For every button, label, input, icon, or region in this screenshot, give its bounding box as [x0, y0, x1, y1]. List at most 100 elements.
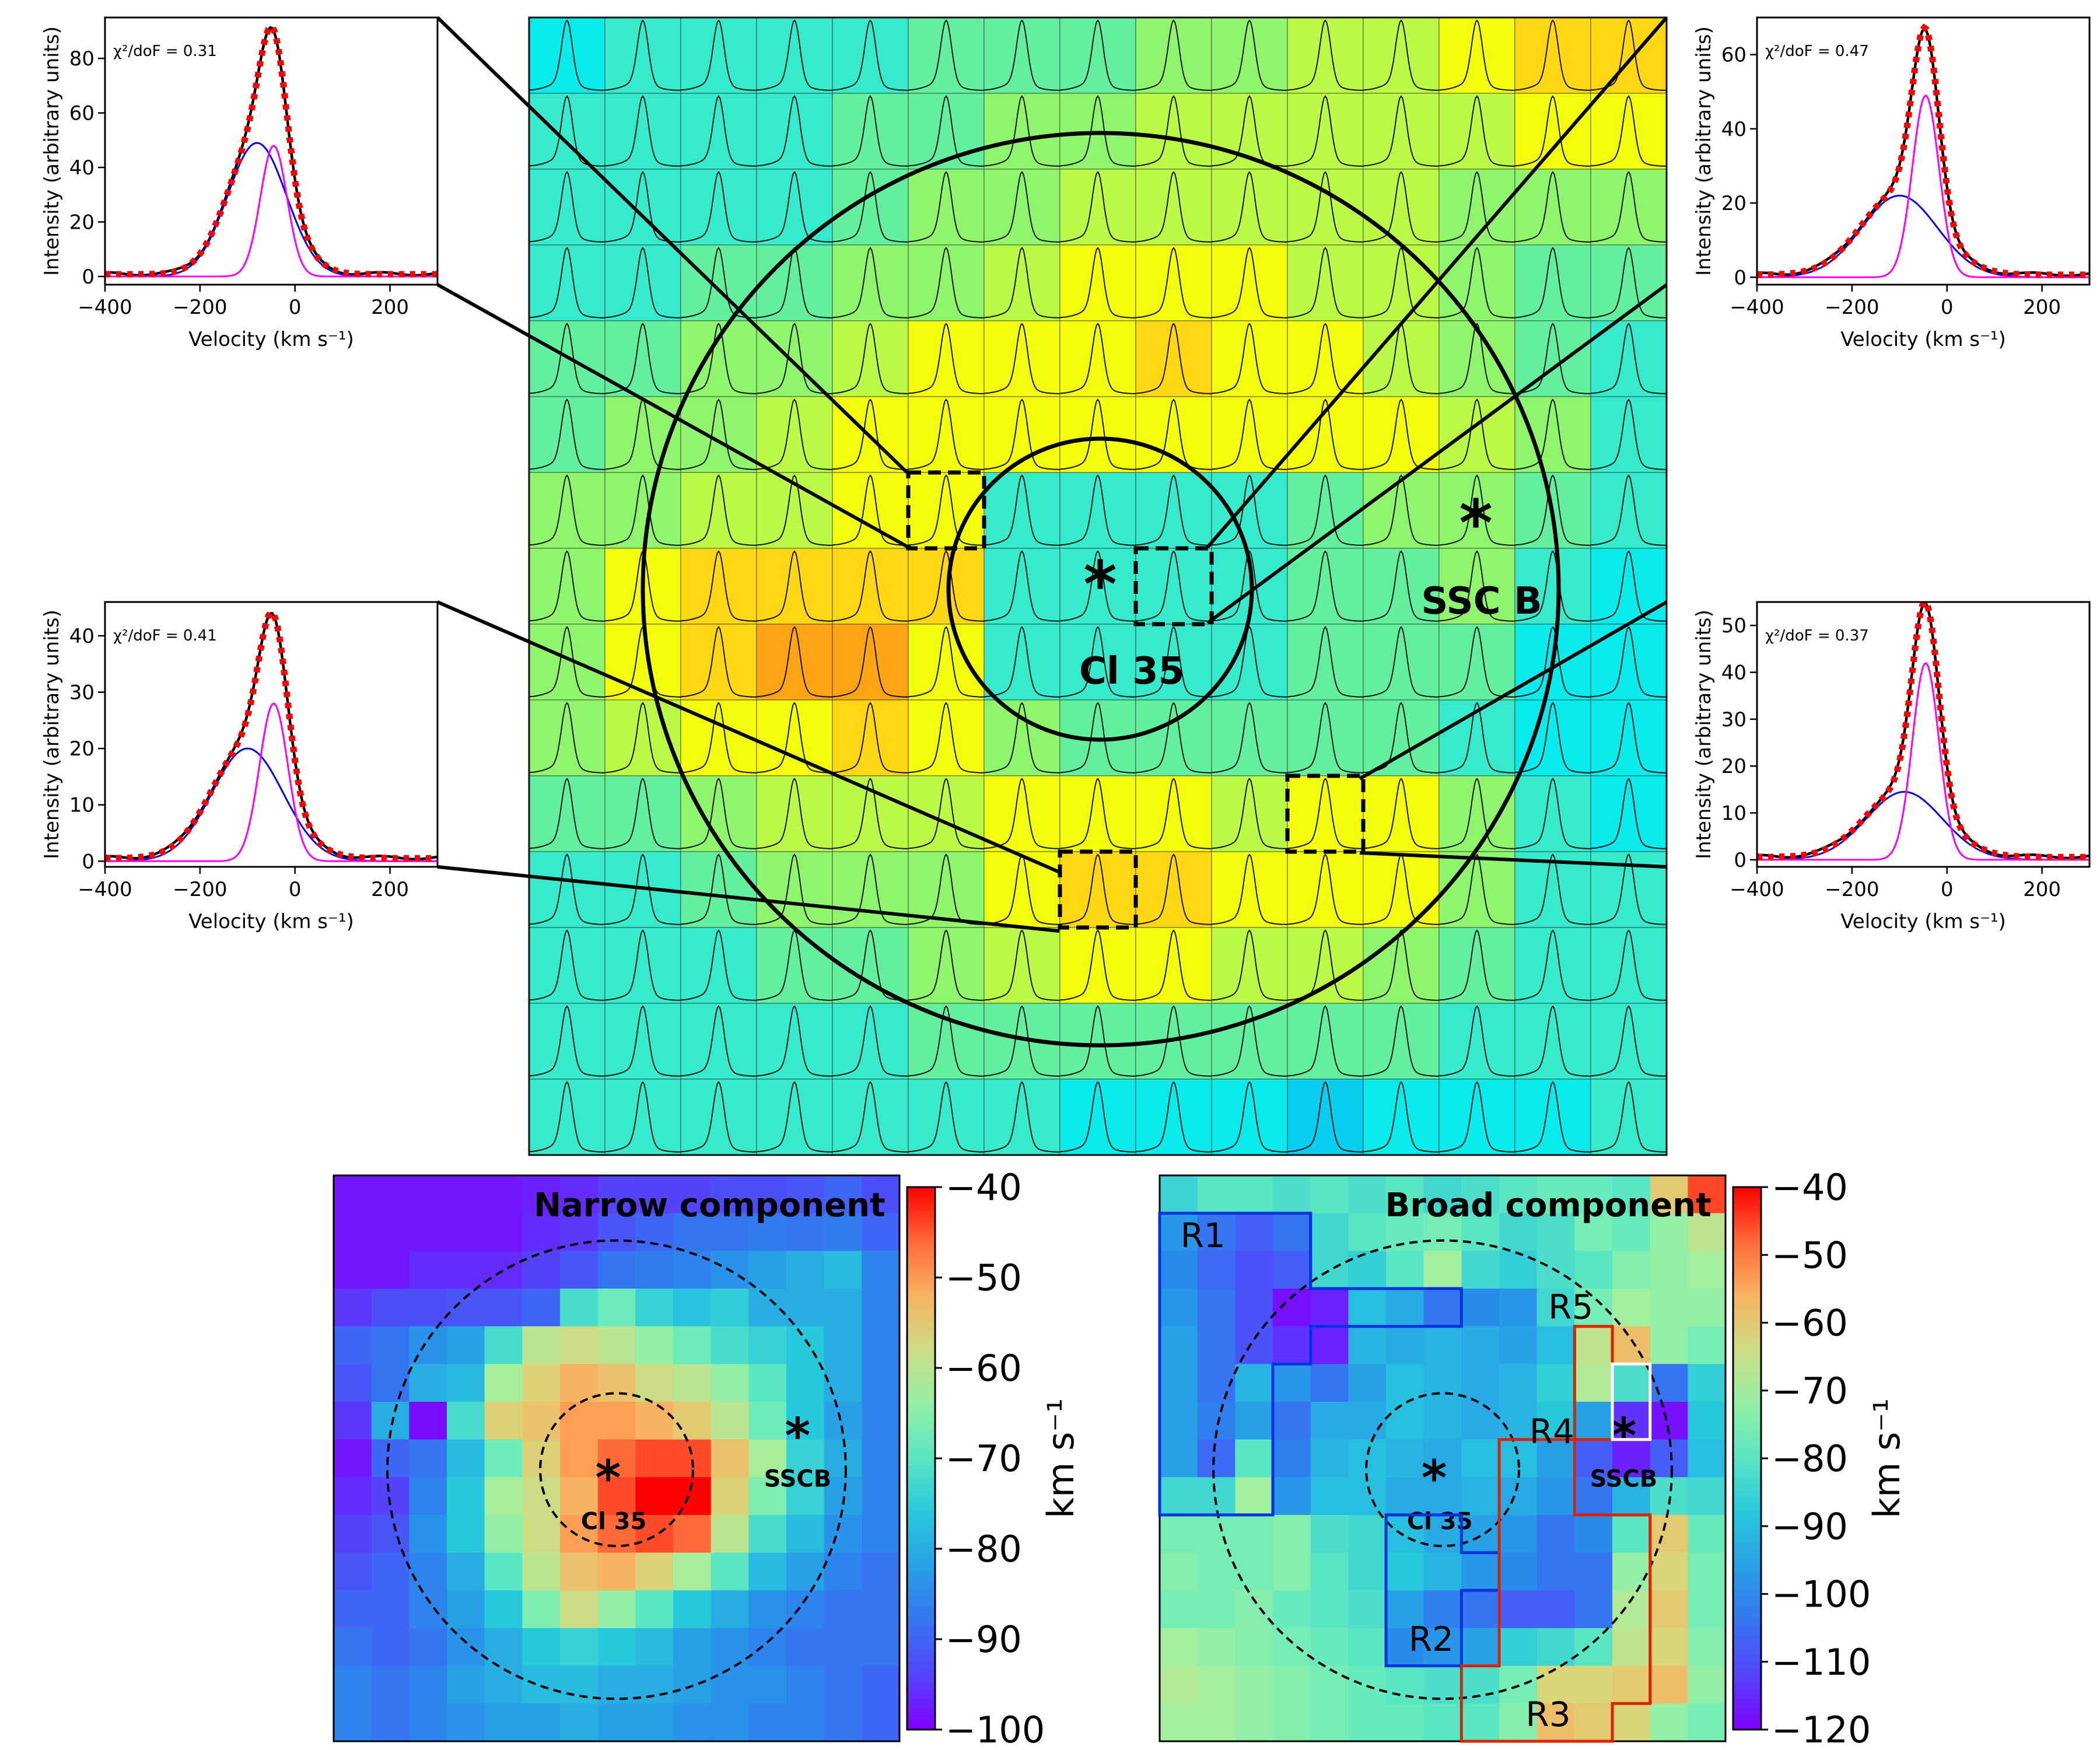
spaxel-spectrum — [1211, 247, 1288, 318]
y-axis-label: Intensity (arbitrary units) — [40, 26, 64, 276]
spaxel-spectrum — [1438, 323, 1516, 394]
region-r3-outline — [1460, 1438, 1652, 1743]
spaxel-spectrum — [1438, 19, 1516, 91]
map-pixel — [447, 1289, 485, 1327]
highlighted-spaxel-box — [906, 470, 986, 551]
map-pixel — [824, 1213, 862, 1251]
grid-cell — [1515, 397, 1591, 473]
map-pixel — [1423, 1628, 1462, 1667]
x-tick-label: −200 — [173, 296, 227, 319]
spaxel-spectrum — [1590, 474, 1667, 546]
y-tick-label: 40 — [1721, 662, 1746, 685]
spaxel-spectrum — [1287, 95, 1364, 167]
map-pixel — [1386, 1590, 1424, 1629]
map-pixel — [1235, 1402, 1273, 1440]
map-pixel — [824, 1703, 862, 1742]
map-pixel — [1688, 1628, 1726, 1667]
map-pixel — [334, 1213, 372, 1251]
map-pixel — [334, 1326, 372, 1364]
map-pixel — [786, 1289, 825, 1327]
map-pixel — [1499, 1590, 1538, 1629]
sscb-label: SSC B — [1421, 580, 1542, 623]
map-pixel — [1612, 1703, 1651, 1742]
map-pixel — [710, 1439, 749, 1478]
grid-cell — [1136, 548, 1212, 625]
spaxel-spectrum — [756, 550, 833, 622]
grid-cell — [1591, 624, 1667, 701]
inner-dashed-circle — [539, 1392, 694, 1548]
x-tick-label: −400 — [1730, 296, 1784, 319]
chi2-label: χ²/doF = 0.41 — [113, 627, 217, 645]
spaxel-spectrum — [1211, 474, 1288, 546]
map-pixel — [1160, 1289, 1198, 1327]
map-pixel — [748, 1175, 787, 1214]
outer-aperture-circle — [640, 131, 1561, 1048]
map-pixel — [1235, 1289, 1273, 1327]
spaxel-spectrum — [908, 853, 985, 925]
inset-background — [105, 18, 438, 285]
spaxel-spectrum — [1287, 626, 1364, 698]
y-axis-label: Intensity (arbitrary units) — [1692, 26, 1716, 276]
grid-cell — [681, 93, 757, 170]
grid-cell — [681, 852, 757, 928]
map-pixel — [522, 1175, 561, 1214]
spaxel-spectrum — [1363, 247, 1440, 318]
map-pixel — [673, 1628, 712, 1667]
map-pixel — [597, 1628, 636, 1667]
map-pixel — [484, 1665, 523, 1704]
map-pixel — [710, 1364, 749, 1402]
map-pixel — [1499, 1175, 1538, 1214]
grid-cell — [605, 245, 681, 321]
grid-cell — [1439, 852, 1516, 928]
map-pixel — [673, 1590, 712, 1629]
map-pixel — [1273, 1665, 1311, 1704]
y-tick-label: 20 — [1721, 192, 1746, 215]
grid-cell — [908, 93, 985, 170]
y-tick-label: 0 — [1734, 849, 1746, 872]
grid-cell — [1591, 1003, 1667, 1080]
spaxel-spectrum — [1363, 626, 1440, 698]
map-pixel — [1197, 1552, 1236, 1591]
map-pixel — [560, 1665, 598, 1704]
map-pixel — [1273, 1213, 1311, 1251]
grid-cell — [681, 245, 757, 321]
map-pixel — [1536, 1364, 1575, 1402]
colorbar-tick-label: −50 — [946, 1256, 1022, 1299]
map-pixel — [1160, 1590, 1198, 1629]
grid-cell — [681, 1003, 757, 1080]
spaxel-spectrum — [756, 853, 833, 925]
map-pixel — [1612, 1439, 1651, 1478]
map-pixel — [1536, 1439, 1575, 1478]
sscb-label: SSCB — [1590, 1466, 1658, 1493]
map-pixel — [560, 1213, 598, 1251]
map-pixel — [1650, 1326, 1688, 1364]
map-pixel — [1688, 1590, 1726, 1629]
y-axis-label: Intensity (arbitrary units) — [1692, 610, 1716, 859]
map-pixel — [1310, 1439, 1349, 1478]
map-pixel — [1461, 1515, 1500, 1553]
grid-cell — [1212, 169, 1288, 246]
map-pixel — [1423, 1703, 1462, 1742]
cl35-star-marker: * — [595, 1450, 621, 1507]
map-pixel — [597, 1552, 636, 1591]
map-pixel — [1160, 1326, 1198, 1364]
y-tick-label: 10 — [1721, 802, 1746, 825]
map-pixel — [409, 1590, 447, 1629]
connector-line — [1359, 851, 1667, 869]
spaxel-spectrum — [908, 323, 985, 394]
spaxel-spectrum — [1590, 626, 1667, 698]
map-pixel — [409, 1402, 447, 1440]
grid-cell — [1439, 548, 1516, 625]
grid-cell — [1060, 473, 1136, 549]
map-pixel — [824, 1515, 862, 1553]
grid-cell — [605, 624, 681, 701]
y-tick-label: 80 — [69, 47, 94, 71]
spaxel-spectrum — [1438, 171, 1516, 243]
map-pixel — [522, 1326, 561, 1364]
spaxel-spectrum — [1438, 1081, 1516, 1153]
map-pixel — [673, 1552, 712, 1591]
spaxel-spectrum — [1059, 95, 1136, 167]
spectrum-inset-2: −400 −200 0 200 0 20 40 60 Velocity (km s⁻¹) Inte… — [1692, 16, 2091, 351]
grid-cell — [1439, 624, 1516, 701]
y-tick-label: 40 — [69, 625, 94, 648]
